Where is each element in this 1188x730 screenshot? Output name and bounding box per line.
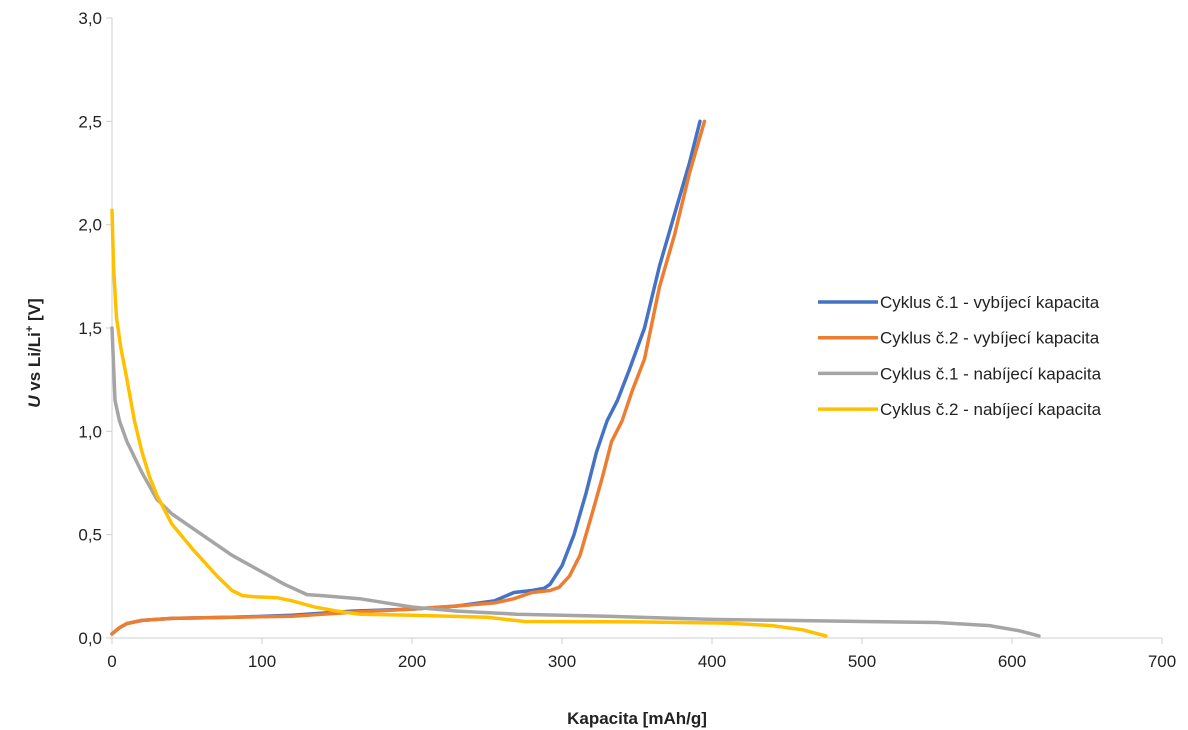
series-line-2 <box>110 119 707 636</box>
y-tick-label: 0,0 <box>78 629 102 648</box>
y-axis-title-main: vs Li/Li <box>25 332 44 395</box>
y-tick-label: 3,0 <box>78 9 102 28</box>
legend-label: Cyklus č.2 - nabíjecí kapacita <box>880 400 1102 419</box>
x-tick-labels: 0 100 200 300 400 500 600 700 <box>107 638 1176 671</box>
x-tick-label: 700 <box>1148 652 1176 671</box>
y-tick-label: 0,5 <box>78 526 102 545</box>
series-lines <box>110 119 1041 638</box>
y-tick-label: 2,5 <box>78 112 102 131</box>
legend-label: Cyklus č.1 - vybíjecí kapacita <box>880 293 1100 312</box>
x-tick-label: 200 <box>398 652 426 671</box>
x-tick-label: 300 <box>548 652 576 671</box>
x-tick-label: 400 <box>698 652 726 671</box>
y-tick-label: 1,5 <box>78 319 102 338</box>
series-line-4 <box>110 208 828 638</box>
y-axis-title-unit: [V] <box>25 298 44 325</box>
x-axis-title: Kapacita [mAh/g] <box>567 709 707 728</box>
x-tick-label: 0 <box>107 652 116 671</box>
y-tick-label: 1,0 <box>78 422 102 441</box>
x-tick-label: 100 <box>248 652 276 671</box>
legend: Cyklus č.1 - vybíjecí kapacita Cyklus č.2… <box>818 293 1102 419</box>
x-tick-label: 600 <box>998 652 1026 671</box>
y-tick-labels: 0,0 0,5 1,0 1,5 2,0 2,5 3,0 <box>78 9 112 648</box>
legend-label: Cyklus č.2 - vybíjecí kapacita <box>880 329 1100 348</box>
y-tick-label: 2,0 <box>78 216 102 235</box>
axes: 0,0 0,5 1,0 1,5 2,0 2,5 3,0 0 100 200 300 400 500 60… <box>78 9 1176 671</box>
y-axis-title-italic: U <box>25 395 44 408</box>
x-tick-label: 500 <box>848 652 876 671</box>
y-axis-title: U vs Li/Li+ [V] <box>24 298 44 407</box>
legend-label: Cyklus č.1 - nabíjecí kapacita <box>880 364 1102 383</box>
series-line-3 <box>110 326 1041 638</box>
y-axis-title-sup: + <box>24 326 36 332</box>
